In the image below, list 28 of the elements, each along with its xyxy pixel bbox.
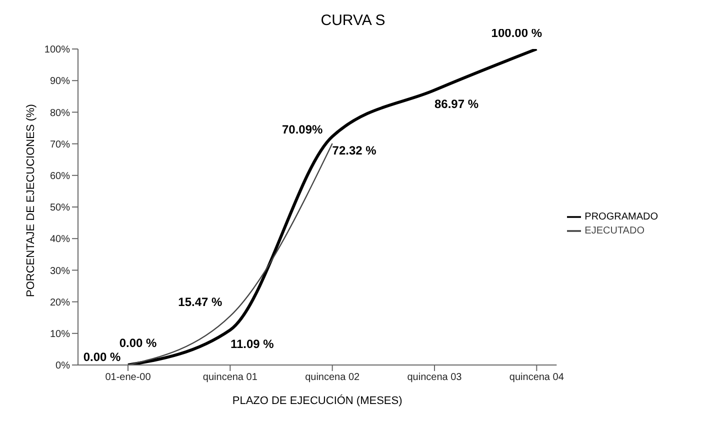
data-label: 86.97 %: [434, 97, 479, 112]
y-tick-label: 20%: [50, 297, 70, 308]
y-tick-label: 90%: [50, 76, 70, 88]
x-tick-label: quincena 01: [202, 372, 258, 384]
y-axis-title: PORCENTAJE DE EJECUCIONES (%): [24, 104, 37, 297]
chart-title: CURVA S: [320, 12, 386, 29]
y-tick-label: 30%: [50, 266, 70, 277]
y-tick-label: 60%: [50, 170, 70, 182]
legend-label: PROGRAMADO: [584, 212, 658, 223]
y-tick-label: 50%: [50, 202, 70, 214]
data-label: 0.00 %: [83, 350, 122, 364]
data-label: 72.32 %: [332, 143, 377, 158]
y-tick-label: 70%: [50, 139, 70, 150]
data-label: 0.00 %: [119, 336, 158, 350]
data-label: 70.09%: [282, 122, 324, 137]
data-label: 15.47 %: [178, 295, 223, 310]
y-tick-label: 0%: [56, 360, 70, 372]
data-label: 11.09 %: [230, 336, 274, 351]
y-tick-label: 10%: [50, 328, 70, 340]
legend-label: EJECUTADO: [584, 226, 644, 237]
x-tick-label: quincena 04: [509, 372, 564, 384]
x-tick-label: quincena 02: [305, 372, 360, 384]
x-tick-label: quincena 03: [407, 372, 462, 384]
x-tick-label: 01-ene-00: [105, 372, 152, 384]
y-tick-label: 80%: [50, 108, 70, 119]
x-axis-title: PLAZO DE EJECUCIÓN (MESES): [232, 394, 402, 407]
y-tick-label: 40%: [50, 234, 70, 246]
y-tick-label: 100%: [44, 44, 70, 56]
